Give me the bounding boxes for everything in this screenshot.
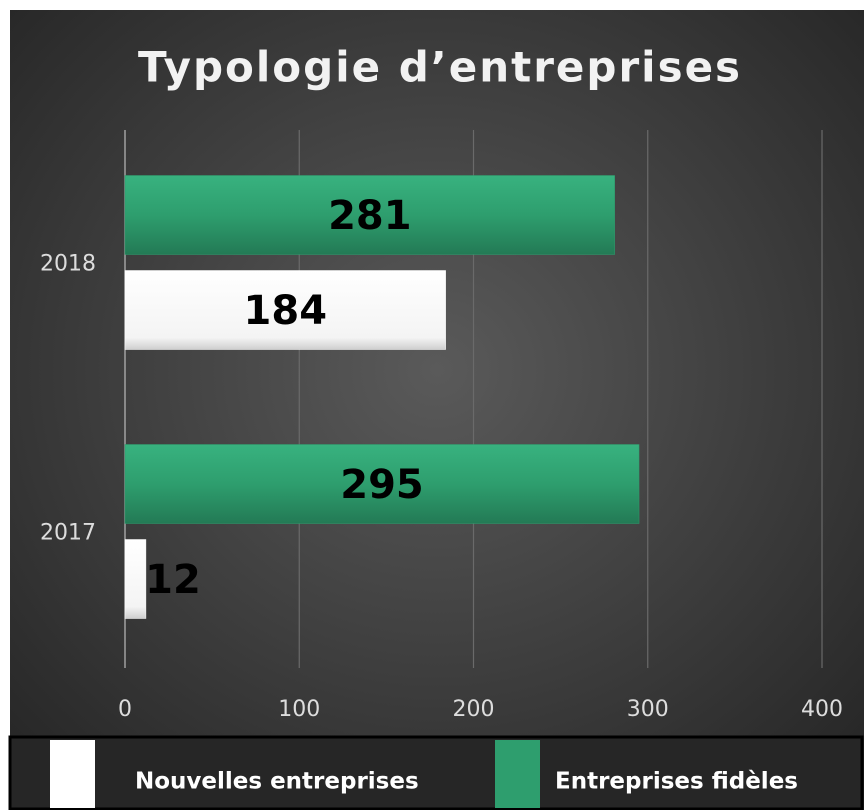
x-tick-label: 100 [278, 697, 320, 722]
legend-swatch [50, 740, 95, 808]
data-label: 184 [244, 288, 328, 334]
x-tick-label: 200 [453, 697, 495, 722]
data-label: 295 [340, 462, 424, 508]
background [10, 10, 864, 810]
legend-label: Entreprises fidèles [555, 769, 798, 795]
bar [124, 444, 640, 524]
x-tick-label: 300 [627, 697, 669, 722]
legend [8, 735, 864, 810]
bar [124, 270, 446, 350]
x-tick-label: 0 [118, 697, 132, 722]
bar [124, 175, 615, 255]
x-tick-label: 400 [801, 697, 843, 722]
legend-swatch [495, 740, 540, 808]
chart-title: Typologie d’entreprises [138, 43, 742, 92]
data-label: 12 [145, 557, 201, 603]
y-tick-label: 2017 [40, 521, 96, 546]
data-label: 281 [328, 193, 412, 239]
y-tick-label: 2018 [40, 252, 96, 277]
legend-label: Nouvelles entreprises [135, 769, 419, 795]
bar [124, 539, 147, 619]
